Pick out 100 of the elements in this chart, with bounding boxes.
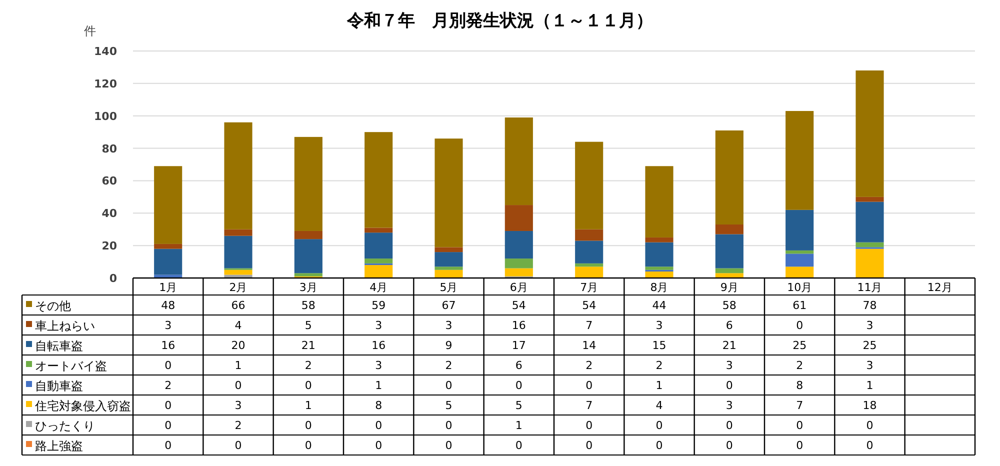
y-tick-label: 120 — [94, 77, 118, 90]
bar — [645, 166, 674, 238]
bar — [715, 234, 744, 268]
legend-label: 住宅対象侵入窃盗 — [34, 399, 131, 413]
bar — [856, 248, 884, 278]
bar — [224, 236, 252, 268]
data-label: 16 — [372, 339, 386, 352]
bar — [715, 130, 744, 224]
data-label: 3 — [375, 319, 382, 332]
legend-label: オートバイ盗 — [35, 359, 107, 373]
bar — [434, 247, 463, 252]
data-label: 58 — [301, 299, 316, 312]
y-tick-label: 140 — [94, 45, 118, 58]
bar — [645, 266, 674, 270]
bar — [504, 205, 533, 231]
data-label: 20 — [231, 339, 246, 352]
legend-label: 路上強盗 — [35, 439, 83, 453]
data-label: 7 — [586, 319, 593, 332]
data-label: 0 — [304, 419, 312, 432]
bar — [224, 270, 252, 275]
data-label: 0 — [726, 439, 733, 452]
bar — [224, 122, 252, 230]
y-tick-label: 60 — [102, 174, 118, 188]
data-label: 0 — [375, 439, 382, 452]
data-label: 5 — [445, 399, 452, 412]
data-label: 6 — [726, 319, 733, 332]
data-label: 0 — [445, 419, 452, 432]
data-label: 5 — [515, 399, 522, 412]
data-label: 7 — [586, 399, 593, 412]
data-label: 15 — [652, 339, 666, 352]
bar — [154, 166, 182, 244]
x-tick-label: 8月 — [650, 281, 668, 294]
bar — [645, 237, 674, 242]
data-label: 8 — [375, 399, 382, 412]
legend-label: 車上ねらい — [35, 319, 95, 333]
bar — [645, 242, 674, 267]
bar — [575, 263, 604, 267]
data-label: 5 — [304, 319, 312, 332]
bar — [434, 252, 463, 267]
data-label: 18 — [862, 399, 877, 412]
bar — [856, 70, 884, 197]
bar — [786, 254, 814, 267]
data-label: 9 — [445, 339, 452, 352]
bar — [645, 272, 674, 278]
bar — [504, 230, 533, 259]
bar — [364, 132, 393, 228]
data-label: 16 — [512, 319, 526, 332]
legend-label: ひったくり — [35, 419, 95, 433]
data-label: 21 — [301, 339, 316, 352]
data-label: 0 — [656, 419, 663, 432]
bar — [575, 229, 604, 241]
data-label: 4 — [234, 319, 242, 332]
bar — [575, 266, 604, 278]
chart-title: 令和７年 月別発生状況（１～１１月） — [346, 11, 653, 31]
data-label: 1 — [515, 419, 522, 432]
x-tick-label: 4月 — [370, 281, 388, 294]
x-tick-label: 10月 — [787, 281, 812, 294]
data-label: 2 — [164, 379, 172, 392]
data-label: 3 — [234, 399, 242, 412]
data-label: 0 — [515, 379, 522, 392]
data-label: 78 — [862, 299, 877, 312]
x-tick-label: 6月 — [510, 281, 528, 294]
bar — [154, 244, 182, 249]
bar — [856, 202, 884, 242]
data-label: 3 — [375, 359, 382, 372]
data-label: 2 — [796, 359, 804, 372]
data-label: 0 — [726, 419, 733, 432]
data-label: 2 — [445, 359, 452, 372]
y-axis-title: 件 — [84, 24, 96, 38]
bar — [504, 117, 533, 206]
data-label: 3 — [164, 319, 172, 332]
data-label: 0 — [866, 419, 874, 432]
data-label: 3 — [866, 359, 874, 372]
data-label: 0 — [586, 379, 593, 392]
bar — [504, 258, 533, 268]
data-label: 67 — [442, 299, 456, 312]
y-tick-label: 100 — [94, 110, 118, 123]
data-label: 48 — [161, 299, 176, 312]
data-label: 1 — [304, 399, 312, 412]
bar — [294, 239, 322, 274]
bar — [856, 196, 884, 202]
bar — [434, 138, 463, 248]
data-label: 0 — [164, 399, 172, 412]
data-label: 21 — [722, 339, 736, 352]
bar — [504, 268, 533, 276]
bar — [715, 273, 744, 278]
data-label: 58 — [722, 299, 736, 312]
data-label: 0 — [234, 439, 242, 452]
data-label: 3 — [866, 319, 874, 332]
data-label: 3 — [656, 319, 663, 332]
data-label: 17 — [512, 339, 526, 352]
bar — [224, 229, 252, 236]
data-label: 0 — [445, 379, 452, 392]
bar — [294, 230, 322, 240]
data-label: 1 — [375, 379, 382, 392]
data-label: 0 — [726, 379, 733, 392]
y-tick-label: 80 — [102, 142, 118, 156]
data-label: 14 — [582, 339, 596, 352]
data-label: 0 — [586, 419, 593, 432]
data-label: 54 — [512, 299, 526, 312]
